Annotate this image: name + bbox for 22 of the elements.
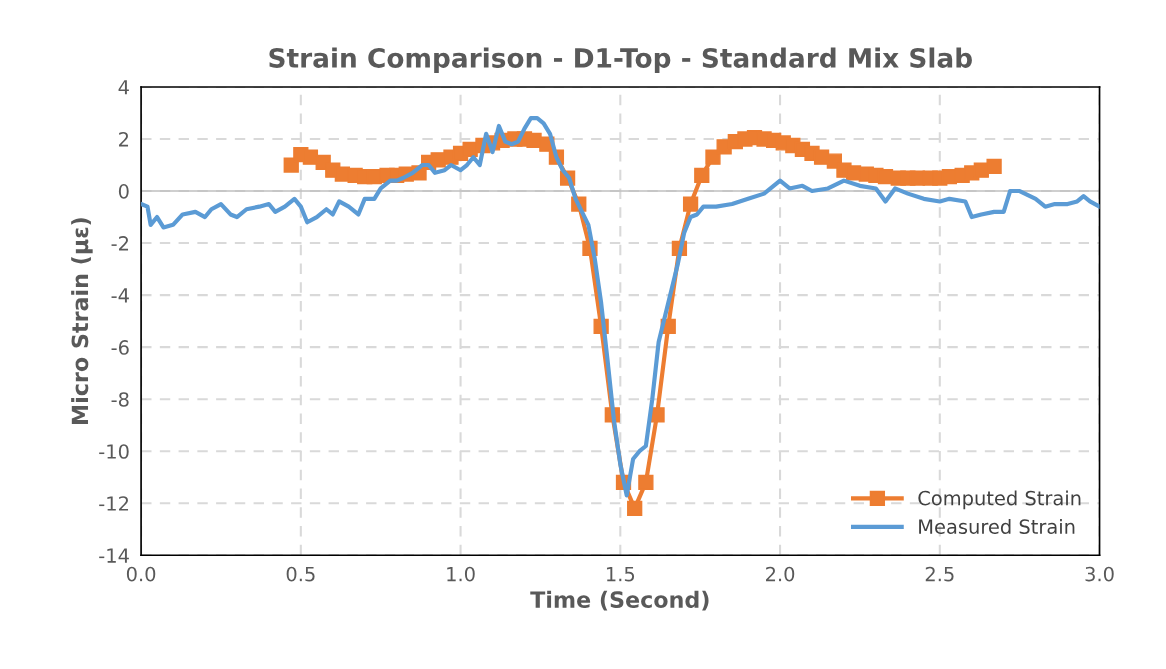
y-tick-label: -4 [111,288,129,303]
x-axis-title: Time (Second) [530,590,709,611]
x-tick-label: 3.0 [1085,566,1114,582]
x-tick-label: 0.0 [126,566,156,582]
y-tick-label: 0 [118,183,129,199]
chart-title: Strain Comparison - D1-Top - Standard Mix Slab [269,47,972,74]
x-tick-label: 0.5 [286,566,315,582]
x-tick-label: 2.0 [766,566,795,582]
y-tick-label: -10 [99,444,129,459]
y-tick-label: -2 [111,236,129,251]
x-tick-label: 1.0 [447,566,475,582]
y-tick-label: 4 [118,80,129,95]
y-axis-title: Micro Strain (με) [71,218,93,424]
x-tick-label: 1.5 [606,566,635,582]
x-tick-label: 2.5 [925,566,954,582]
y-tick-label: -12 [99,496,129,511]
y-tick-label: -14 [99,548,129,563]
y-tick-label: -8 [111,392,129,407]
y-tick-label: 2 [119,131,129,147]
legend-label: Computed Strain [918,490,1081,510]
y-tick-label: -6 [111,340,129,355]
legend-label: Measured Strain [919,518,1075,534]
